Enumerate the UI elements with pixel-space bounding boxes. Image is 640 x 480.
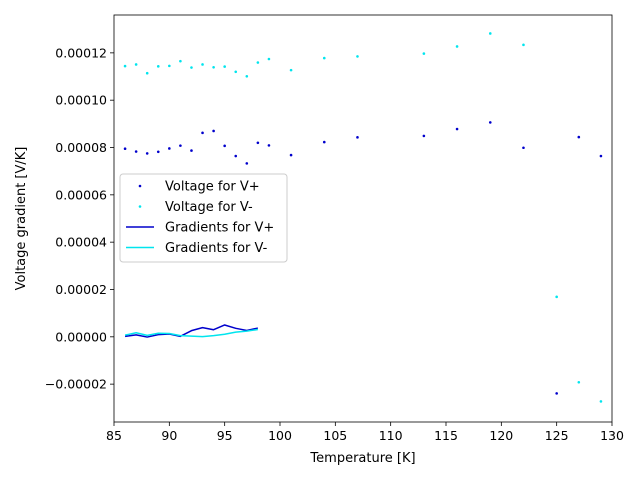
data-point-s0-17 [422,134,426,138]
data-point-s1-9 [223,65,226,68]
data-point-s1-20 [522,43,525,47]
legend-entry-label: Gradients for V- [165,241,268,256]
data-point-s0-19 [488,121,492,124]
series-line-3 [124,328,258,338]
legend-entry-label: Voltage for V- [165,200,253,215]
x-tick-label: 130 [600,428,624,443]
data-point-s0-18 [455,127,459,131]
x-tick-label: 95 [217,428,233,443]
data-point-s1-10 [234,70,238,74]
data-point-s0-10 [234,154,238,158]
data-point-s0-1 [134,150,138,153]
data-point-s1-3 [156,65,160,68]
x-tick-label: 125 [545,428,569,443]
data-point-s1-12 [256,61,260,64]
y-axis: −0.00002 0.00000 0.00002 0.00004 0.00006 0.00… [45,45,114,392]
data-point-s1-13 [267,57,271,61]
data-point-s1-22 [577,380,581,384]
data-point-s0-0 [123,147,127,150]
plot-frame [113,14,613,423]
data-point-s1-11 [245,74,249,78]
data-point-s0-7 [201,131,204,135]
data-point-s1-5 [179,59,182,63]
legend: Voltage for V+ Voltage for V- Gradients fo… [119,173,288,263]
legend-point-swatch [138,184,142,188]
x-tick-label: 90 [161,428,177,443]
y-tick-label: −0.00002 [45,377,107,392]
data-point-s0-14 [289,153,293,157]
legend-entry-label: Gradients for V+ [165,221,274,236]
data-point-s0-22 [577,135,581,139]
x-axis-label: Temperature [K] [309,451,415,466]
data-point-s1-18 [455,45,459,48]
data-point-s1-23 [599,400,603,403]
data-point-s0-11 [245,162,249,165]
data-point-s0-20 [522,146,525,150]
data-point-s0-2 [145,152,149,155]
data-point-s0-3 [156,150,160,154]
data-point-s1-14 [289,68,293,72]
data-point-s1-21 [555,295,558,299]
data-point-s1-1 [134,63,138,66]
data-point-s1-7 [201,63,204,66]
y-tick-label: 0.00006 [55,187,107,202]
data-point-s1-17 [422,52,426,55]
y-tick-label: 0.00012 [55,45,107,60]
data-point-s0-23 [599,154,603,158]
y-tick-label: 0.00008 [55,140,107,155]
data-point-s0-12 [256,141,260,145]
x-tick-label: 85 [106,428,122,443]
data-point-s1-8 [212,65,215,69]
plot-area [123,32,603,403]
series-line-2 [124,324,259,338]
data-point-s0-5 [179,144,182,147]
x-axis: 85 90 95 100 105 110 115 120 125 130 [106,422,624,443]
x-tick-label: 115 [434,428,458,443]
data-point-s1-0 [123,64,127,68]
data-point-s0-15 [322,140,326,144]
data-point-s0-4 [168,147,171,150]
data-point-s0-13 [267,144,271,147]
data-point-s0-9 [223,144,226,148]
x-tick-label: 100 [268,428,292,443]
data-point-s1-16 [356,55,359,58]
legend-entry-label: Voltage for V+ [165,180,260,195]
data-point-s0-21 [555,392,558,395]
data-point-s1-19 [488,32,492,35]
y-tick-label: 0.00010 [55,93,107,108]
x-tick-label: 120 [489,428,513,443]
data-point-s1-2 [145,71,149,75]
y-tick-label: 0.00002 [55,282,107,297]
y-axis-label: Voltage gradient [V/K] [14,147,29,291]
data-point-s0-16 [356,136,359,139]
y-tick-label: 0.00000 [55,329,107,344]
x-tick-label: 110 [379,428,403,443]
legend-point-swatch [138,205,142,208]
legend-box [119,173,288,263]
data-point-s1-6 [190,66,193,69]
data-point-s1-4 [168,64,171,68]
x-tick-label: 105 [323,428,347,443]
data-point-s0-6 [190,149,193,152]
data-point-s1-15 [322,56,326,60]
y-tick-label: 0.00004 [55,235,107,250]
data-point-s0-8 [212,129,215,133]
